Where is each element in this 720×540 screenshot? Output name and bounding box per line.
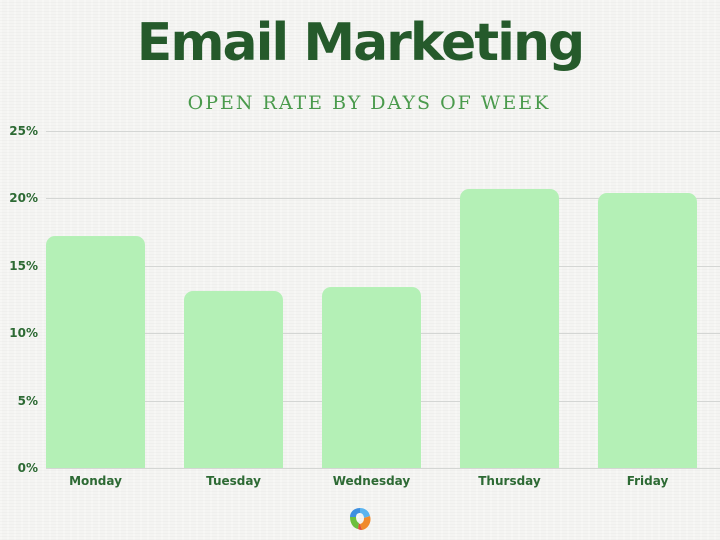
bar-wednesday [322, 287, 421, 468]
chart-subtitle: OPEN RATE BY DAYS OF WEEK [187, 92, 551, 114]
y-tick-label: 10% [9, 326, 38, 340]
bar-friday [598, 193, 697, 468]
chart-title: Email Marketing [136, 13, 585, 73]
gridline [46, 198, 720, 199]
y-tick-label: 25% [9, 124, 38, 138]
y-tick-label: 15% [9, 259, 38, 273]
bar-monday [46, 236, 145, 468]
x-tick-label: Friday [626, 474, 669, 488]
gridline [46, 266, 720, 267]
gridline [46, 131, 720, 132]
bar-tuesday [184, 291, 283, 468]
y-tick-label: 20% [9, 191, 38, 205]
x-tick-label: Thursday [478, 474, 541, 488]
bar-thursday [460, 189, 559, 468]
x-tick-label: Tuesday [206, 474, 261, 488]
y-tick-label: 5% [17, 394, 38, 408]
x-tick-label: Monday [69, 474, 122, 488]
gridline [46, 468, 720, 469]
x-tick-label: Wednesday [332, 474, 411, 488]
y-tick-label: 0% [17, 461, 38, 475]
swirl-logo-icon [350, 508, 371, 530]
